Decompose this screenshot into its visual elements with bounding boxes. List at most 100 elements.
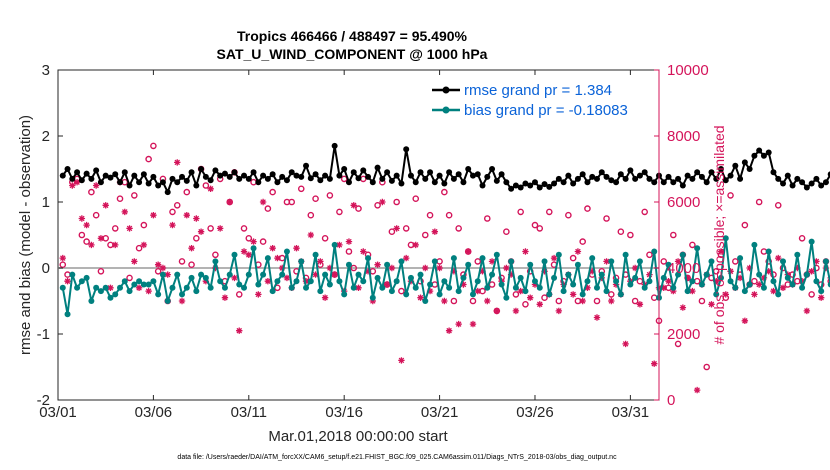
bias-point — [255, 281, 262, 288]
rmse-point — [126, 182, 133, 189]
bias-point — [298, 258, 305, 265]
obs-assimilated-point — [364, 268, 372, 275]
x-tick-label: 03/06 — [135, 404, 173, 421]
obs-assimilated-point — [231, 274, 238, 282]
bias-point — [398, 258, 405, 265]
bias-point — [64, 311, 71, 318]
y-right-tick-label: 8000 — [667, 128, 700, 145]
rmse-point — [393, 172, 400, 179]
bias-point — [718, 274, 725, 281]
rmse-point — [355, 175, 362, 182]
bias-point — [412, 284, 419, 291]
bias-point — [522, 288, 529, 295]
bias-point — [365, 255, 372, 262]
obs-possible-point — [450, 297, 458, 305]
bias-point — [503, 294, 510, 301]
bias-point — [493, 251, 500, 258]
rmse-point — [536, 184, 543, 191]
obs-assimilated-point — [813, 258, 820, 265]
rmse-point — [64, 166, 71, 172]
bias-point — [813, 278, 820, 285]
obs-possible-point — [545, 208, 553, 216]
obs-assimilated-point — [817, 294, 825, 301]
rmse-point — [465, 166, 472, 172]
obs-assimilated-point — [736, 274, 744, 282]
obs-assimilated-point — [684, 274, 691, 282]
bias-point — [512, 284, 519, 291]
obs-possible-point — [617, 228, 625, 235]
rmse-point — [69, 175, 76, 182]
rmse-point — [212, 167, 219, 174]
bias-point — [613, 278, 620, 285]
bias-point — [202, 274, 209, 281]
obs-possible-point — [565, 211, 572, 219]
rmse-point — [613, 179, 620, 186]
obs-assimilated-point — [479, 268, 486, 275]
obs-possible-point — [727, 192, 734, 199]
bias-point — [350, 284, 357, 291]
obs-assimilated-point — [746, 264, 753, 272]
obs-assimilated-point — [226, 198, 233, 206]
bias-point — [217, 278, 224, 285]
bias-point — [617, 291, 624, 298]
obs-possible-point — [116, 195, 124, 202]
obs-possible-point — [445, 211, 453, 219]
bias-point — [584, 278, 591, 285]
obs-possible-point — [154, 267, 162, 275]
obs-assimilated-point — [527, 294, 534, 301]
rmse-point — [718, 166, 725, 172]
bias-point — [250, 245, 257, 252]
obs-assimilated-point — [274, 254, 281, 262]
obs-assimilated-point — [393, 225, 400, 232]
obs-assimilated-point — [59, 254, 66, 262]
rmse-point — [813, 175, 820, 182]
rmse-point — [202, 173, 209, 180]
rmse-point — [670, 179, 677, 186]
bias-point — [336, 278, 343, 285]
rmse-point — [174, 179, 181, 186]
bias-point — [450, 255, 457, 262]
rmse-point — [179, 173, 186, 180]
obs-possible-point — [751, 277, 758, 285]
obs-assimilated-point — [660, 284, 667, 291]
obs-possible-point — [264, 205, 272, 212]
obs-assimilated-point — [803, 307, 811, 315]
y-right-tick-label: 2000 — [667, 326, 700, 343]
obs-assimilated-point — [336, 241, 343, 249]
bias-point — [293, 278, 300, 285]
rmse-point — [679, 182, 686, 189]
obs-assimilated-point — [102, 202, 109, 209]
obs-assimilated-point — [536, 301, 543, 308]
obs-assimilated-point — [374, 261, 381, 268]
rmse-point — [74, 169, 81, 176]
rmse-point — [746, 166, 753, 172]
obs-assimilated-point — [135, 284, 143, 291]
obs-possible-point — [483, 215, 491, 222]
bias-point — [360, 278, 367, 285]
obs-possible-point — [326, 192, 334, 199]
rmse-point — [789, 182, 796, 189]
x-axis-ticks: 03/01 03/06 03/11 03/16 03/21 03/26 03/31 — [39, 70, 649, 421]
rmse-point — [555, 175, 562, 182]
bias-point — [746, 281, 753, 288]
bias-point — [694, 245, 701, 252]
bias-point — [789, 281, 796, 288]
bias-point — [565, 271, 572, 278]
obs-assimilated-point — [651, 360, 658, 367]
rmse-point — [198, 166, 205, 172]
rmse-point — [741, 159, 748, 166]
legend-box — [428, 80, 650, 122]
bias-point — [574, 261, 581, 268]
bias-point — [169, 284, 176, 291]
obs-assimilated-point — [822, 264, 830, 272]
obs-assimilated-point — [69, 182, 76, 189]
obs-possible-point — [97, 267, 105, 275]
rmse-point — [217, 172, 224, 179]
bias-point — [317, 288, 324, 295]
rmse-point — [651, 179, 658, 186]
bias-point — [403, 291, 410, 298]
obs-assimilated-point — [178, 297, 186, 305]
rmse-point — [341, 166, 348, 172]
obs-assimilated-point — [207, 185, 214, 192]
